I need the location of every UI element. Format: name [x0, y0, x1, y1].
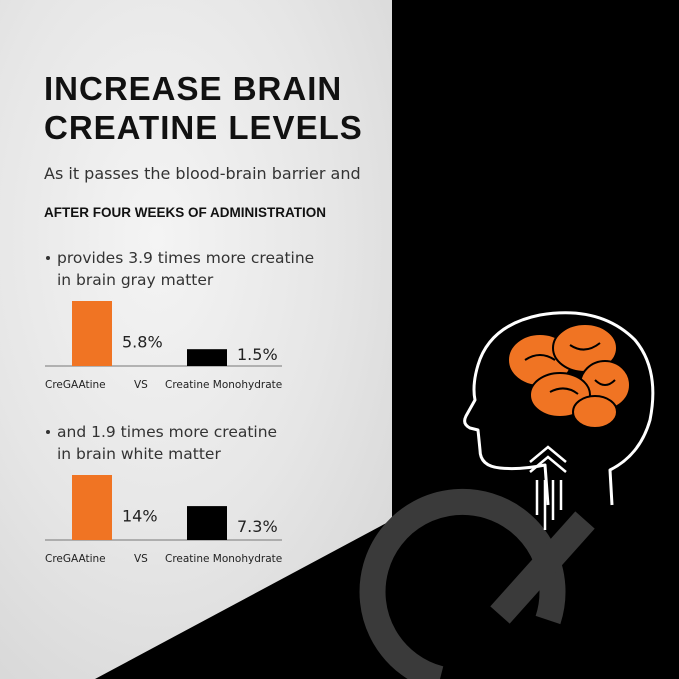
vs-label: VS: [134, 379, 148, 391]
bar: [187, 506, 227, 540]
value-label: 5.8%: [122, 332, 163, 351]
title: CREATINE LEVELS: [44, 109, 363, 146]
bullet-text: in brain gray matter: [57, 271, 214, 289]
arrows-icon: [529, 445, 567, 530]
bullet-text: in brain white matter: [57, 445, 221, 463]
bar: [72, 301, 112, 366]
bullet-text: provides 3.9 times more creatine: [57, 249, 314, 267]
category-label: CreGAAtine: [45, 379, 106, 391]
title: INCREASE BRAIN: [44, 70, 342, 107]
lead: AFTER FOUR WEEKS OF ADMINISTRATION: [44, 205, 326, 220]
category-label: Creatine Monohydrate: [165, 553, 282, 565]
bullet: [46, 256, 50, 260]
logo-mark: [359, 488, 595, 679]
value-label: 14%: [122, 506, 158, 525]
head-icon: [463, 311, 655, 506]
bullet-text: and 1.9 times more creatine: [57, 423, 277, 441]
category-label: CreGAAtine: [45, 553, 106, 565]
bar: [187, 349, 227, 366]
bullet: [46, 430, 50, 434]
vs-label: VS: [134, 553, 148, 565]
value-label: 7.3%: [237, 517, 278, 536]
category-label: Creatine Monohydrate: [165, 379, 282, 391]
brain-icon: [507, 323, 631, 429]
bar: [72, 475, 112, 540]
subtitle: As it passes the blood-brain barrier and: [44, 164, 361, 183]
value-label: 1.5%: [237, 345, 278, 364]
